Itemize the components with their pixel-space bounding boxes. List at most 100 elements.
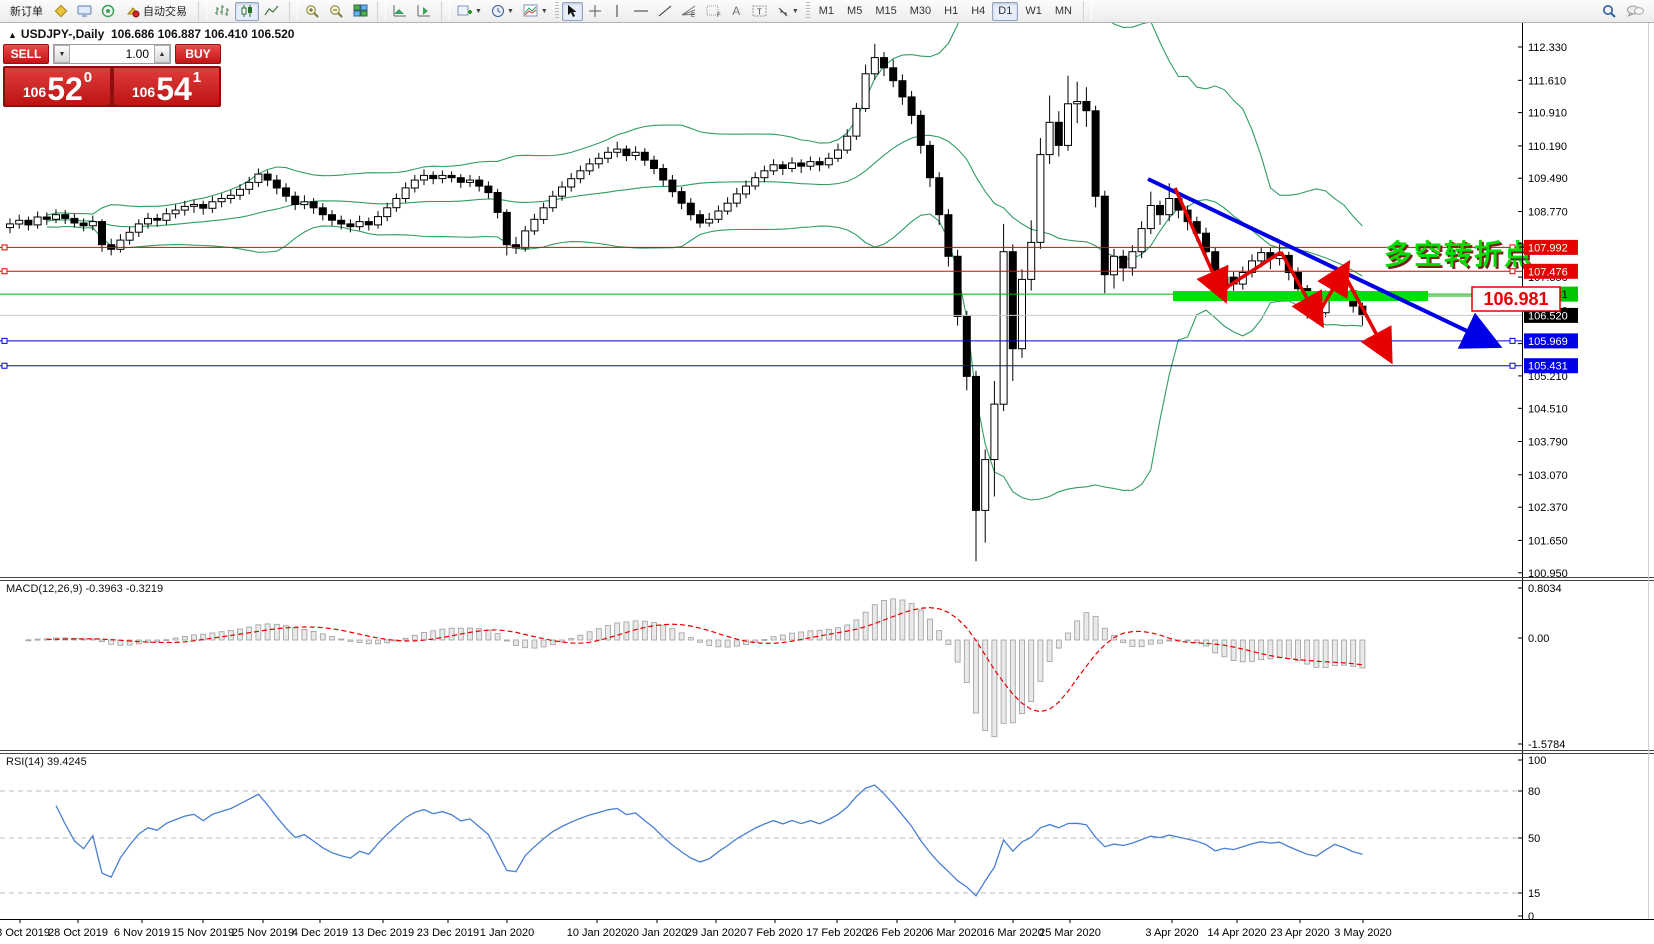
macd-axis-label: -1.5784 (1528, 739, 1565, 751)
period-button-m15[interactable]: M15 (875, 5, 897, 17)
date-tick-label: 15 Nov 2019 (172, 927, 234, 939)
volume-control: ▼ 1.00 ▲ (53, 44, 171, 64)
chart-ohlc-values: 106.686 106.887 106.410 106.520 (110, 27, 295, 41)
date-tick-label: 10 Jan 2020 (567, 927, 628, 939)
candles-layer (6, 43, 1367, 562)
date-tick-label: 13 Dec 2019 (352, 927, 414, 939)
price-tick-label: 112.330 (1528, 42, 1567, 54)
toolbar-grip (805, 2, 810, 20)
zoom-in-icon[interactable] (301, 2, 324, 21)
trendline-tool[interactable] (654, 2, 676, 21)
dropdown-caret: ▼ (506, 7, 514, 15)
sell-price-button[interactable]: 106 52 0 (5, 68, 110, 105)
new-order-button[interactable]: 新订单 (10, 6, 43, 18)
period-button-d1[interactable]: D1 (992, 1, 1019, 21)
sell-price-pips: 52 (47, 71, 83, 107)
fibonacci-tool[interactable]: E (677, 2, 701, 21)
timeframe-toolbar: M1 M5 M15 M30 H1 H4 D1 W1 MN (813, 1, 1078, 21)
zigzag-arrow-segment[interactable] (1173, 187, 1229, 304)
bar-chart-icon[interactable] (210, 2, 234, 21)
date-tick-label: 16 Mar 2020 (982, 927, 1044, 939)
candlestick-chart-icon[interactable] (235, 1, 259, 21)
date-tick-label: 28 Oct 2019 (48, 927, 108, 939)
crosshair-tool[interactable] (584, 2, 606, 21)
price-tick-label: 103.790 (1528, 437, 1568, 449)
period-button-m30[interactable]: M30 (909, 5, 932, 17)
one-click-trading-panel: SELL ▼ 1.00 ▲ BUY 106 52 0 106 54 1 (3, 44, 221, 107)
autotrading-label: 自动交易 (143, 6, 187, 18)
cursor-tool[interactable] (561, 1, 583, 21)
svg-text:T: T (757, 8, 762, 17)
period-button-w1[interactable]: W1 (1025, 5, 1042, 17)
period-button-m1[interactable]: M1 (818, 5, 835, 17)
bollinger-lower (46, 213, 1363, 501)
metaeditor-icon[interactable] (50, 2, 72, 21)
search-icon[interactable] (1598, 2, 1621, 21)
macd-histogram (25, 598, 1366, 738)
period-button-h1[interactable]: H1 (944, 5, 959, 17)
auto-scroll-icon[interactable] (389, 2, 412, 21)
zigzag-arrow-segment[interactable] (1220, 250, 1282, 293)
add-indicator-icon[interactable]: ▼ (453, 2, 486, 21)
hline-handle[interactable] (1, 337, 8, 344)
price-callout-box[interactable] (1471, 286, 1561, 312)
period-button-h4[interactable]: H4 (971, 5, 986, 17)
shapes-tool[interactable]: ▼ (772, 2, 803, 21)
date-tick-label: 3 May 2020 (1334, 927, 1391, 939)
autotrading-button[interactable]: 自动交易 (120, 2, 193, 21)
period-button-mn[interactable]: MN (1054, 5, 1072, 17)
hline-handle[interactable] (1, 244, 8, 251)
tile-windows-icon[interactable] (349, 2, 372, 21)
window-expand-icon: ▲ (8, 30, 17, 40)
price-tick-label: 109.490 (1528, 173, 1568, 185)
chart-shift-icon[interactable] (413, 2, 436, 21)
price-label-text: 107.992 (1528, 242, 1568, 254)
sell-price-point: 0 (83, 69, 93, 86)
text-label-tool[interactable]: T (748, 2, 771, 21)
zoom-out-icon[interactable] (325, 2, 348, 21)
price-callout-text: 106.981 (1483, 289, 1548, 309)
volume-decrease-button[interactable]: ▼ (54, 45, 70, 63)
hline-handle[interactable] (1509, 337, 1516, 344)
price-label-text: 105.969 (1528, 336, 1568, 348)
period-button-m5[interactable]: M5 (847, 5, 863, 17)
vertical-line-tool[interactable] (607, 2, 628, 21)
horizontal-line-tool[interactable] (629, 2, 653, 21)
buy-price-point: 1 (192, 69, 202, 86)
date-tick-label: 6 Mar 2020 (927, 927, 983, 939)
line-chart-icon[interactable] (260, 2, 284, 21)
buy-price-button[interactable]: 106 54 1 (114, 68, 219, 105)
date-tick-label: 3 Apr 2020 (1145, 927, 1198, 939)
text-tool[interactable]: A (732, 4, 741, 18)
zigzag-arrow-segment[interactable] (1279, 251, 1324, 329)
rsi-axis-label: 50 (1528, 833, 1540, 845)
market-watch-icon[interactable] (73, 2, 96, 21)
buy-button[interactable]: BUY (175, 44, 221, 64)
hline-handle[interactable] (1509, 362, 1516, 369)
price-label-box (1524, 239, 1578, 255)
annotation-text[interactable]: 多空转折点 (1384, 238, 1534, 270)
volume-increase-button[interactable]: ▲ (154, 45, 170, 63)
price-tick-label: 102.370 (1528, 502, 1568, 514)
period-clock-icon[interactable]: ▼ (487, 2, 518, 21)
price-label-box (1524, 333, 1578, 349)
date-tick-label: 17 Feb 2020 (806, 927, 868, 939)
chat-icon[interactable] (1622, 2, 1648, 21)
annotation-text-shadow: 多空转折点 (1386, 240, 1536, 272)
hline-handle[interactable] (1, 268, 8, 275)
hline-handle[interactable] (1509, 244, 1516, 251)
navigator-icon[interactable] (97, 2, 119, 21)
price-tick-label: 108.770 (1528, 207, 1568, 219)
macd-axis-label: 0.00 (1528, 633, 1549, 645)
volume-input[interactable]: 1.00 (125, 47, 149, 61)
hline-handle[interactable] (1509, 268, 1516, 275)
hline-handle[interactable] (1, 362, 8, 369)
template-icon[interactable]: ▼ (519, 2, 552, 21)
zigzag-arrow-segment[interactable] (1315, 259, 1351, 317)
grid-tool[interactable]: F (702, 2, 725, 21)
sell-button[interactable]: SELL (3, 44, 49, 64)
zigzag-arrow-segment[interactable] (1341, 271, 1393, 365)
rsi-axis-label: 15 (1528, 888, 1540, 900)
